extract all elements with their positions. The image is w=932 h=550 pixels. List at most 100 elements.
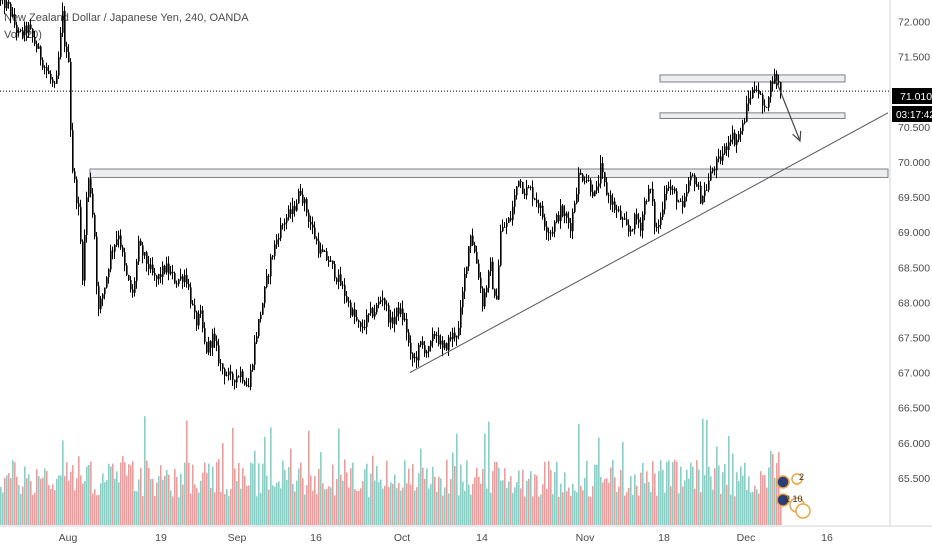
price-axis[interactable]: 72.00071.50071.00070.50070.00069.50069.0…	[898, 17, 930, 485]
time-axis[interactable]: Aug 19 Sep 16 Oct 14 Nov 18 Dec 16	[59, 532, 833, 544]
volume-bar	[722, 472, 724, 525]
volume-bar	[410, 484, 412, 525]
candle-body	[338, 274, 340, 282]
candle-body	[278, 238, 280, 240]
price-tick-label: 72.000	[898, 17, 930, 29]
event-badge-count: 2 10	[785, 494, 803, 504]
volume-bar	[144, 416, 146, 525]
candle-body	[432, 333, 434, 342]
volume-bar	[308, 430, 310, 525]
candle-body	[136, 261, 138, 281]
volume-bar	[572, 483, 574, 525]
volume-bar	[398, 482, 400, 525]
volume-bar	[320, 452, 322, 525]
volume-bar	[438, 476, 440, 525]
volume-bar	[108, 463, 110, 525]
candle-body	[424, 345, 426, 354]
support-resistance-zone[interactable]	[89, 168, 889, 178]
candle-body	[572, 211, 574, 232]
volume-bar	[714, 468, 716, 525]
volume-bar	[126, 475, 128, 525]
candle-body	[462, 291, 464, 308]
volume-bar	[448, 493, 450, 525]
candle-body	[72, 130, 74, 172]
volume-bar	[614, 477, 616, 525]
candle-body	[632, 229, 634, 230]
volume-bar	[484, 433, 486, 525]
volume-bar	[452, 452, 454, 525]
candle-body	[730, 139, 732, 143]
volume-bar	[696, 460, 698, 525]
candle-body	[170, 271, 172, 274]
candle-body	[58, 56, 60, 76]
candle-body	[144, 252, 146, 256]
support-resistance-zone[interactable]	[659, 74, 846, 83]
volume-bar	[388, 486, 390, 525]
candle-body	[402, 308, 404, 321]
volume-bar	[36, 469, 38, 525]
candle-body	[602, 163, 604, 173]
volume-bar	[576, 492, 578, 525]
candle-body	[234, 379, 236, 383]
candle-body	[578, 172, 580, 195]
candle-body	[346, 296, 348, 302]
volume-bar	[224, 494, 226, 525]
horizontal-zones[interactable]	[89, 74, 889, 178]
volume-bar	[534, 474, 536, 525]
volume-bar	[342, 480, 344, 525]
volume-bar	[336, 479, 338, 525]
candle-body	[422, 341, 424, 346]
candle-body	[160, 274, 162, 277]
event-flag-icon[interactable]	[795, 503, 811, 519]
volume-bar	[724, 464, 726, 525]
volume-bar	[462, 481, 464, 525]
event-flag-icon[interactable]	[791, 473, 803, 485]
volume-bar	[260, 492, 262, 525]
candle-body	[384, 298, 386, 305]
volume-bar	[250, 462, 252, 525]
candle-body	[86, 197, 88, 236]
volume-bar	[446, 459, 448, 525]
candle-body	[528, 187, 530, 188]
event-flag-icon[interactable]	[776, 493, 790, 507]
volume-bar	[504, 468, 506, 525]
volume-bar	[284, 469, 286, 525]
volume-bar	[296, 480, 298, 525]
projection-arrow[interactable]	[774, 77, 801, 142]
volume-bar	[222, 443, 224, 525]
candle-body	[492, 261, 494, 290]
support-resistance-zone[interactable]	[659, 112, 846, 119]
volume-bar	[340, 474, 342, 525]
candle-body	[662, 209, 664, 218]
volume-bar	[80, 475, 82, 525]
volume-bar	[530, 471, 532, 525]
candle-body	[362, 326, 364, 329]
volume-bar	[356, 490, 358, 525]
candle-body	[762, 94, 764, 106]
candle-body	[240, 371, 242, 377]
trendline[interactable]	[409, 112, 889, 374]
candle-body	[334, 264, 336, 279]
volume-bar	[140, 467, 142, 525]
candle-body	[588, 180, 590, 181]
volume-bar	[214, 492, 216, 525]
candle-body	[102, 294, 104, 299]
volume-bar	[6, 475, 8, 525]
candle-body	[142, 245, 144, 256]
candle-body	[108, 269, 110, 278]
volume-bar	[596, 464, 598, 525]
candle-body	[272, 255, 274, 257]
volume-bar	[466, 460, 468, 525]
candle-body	[512, 206, 514, 221]
volume-bar	[96, 495, 98, 525]
event-badges[interactable]: 2 2 10	[776, 472, 811, 519]
volume-bar	[554, 472, 556, 525]
volume-bar	[490, 492, 492, 525]
candle-body	[304, 199, 306, 204]
candle-body	[458, 327, 460, 336]
volume-bar	[430, 483, 432, 525]
volume-bar	[406, 483, 408, 525]
time-tick-label: Aug	[59, 532, 78, 544]
event-flag-icon[interactable]	[776, 475, 790, 489]
